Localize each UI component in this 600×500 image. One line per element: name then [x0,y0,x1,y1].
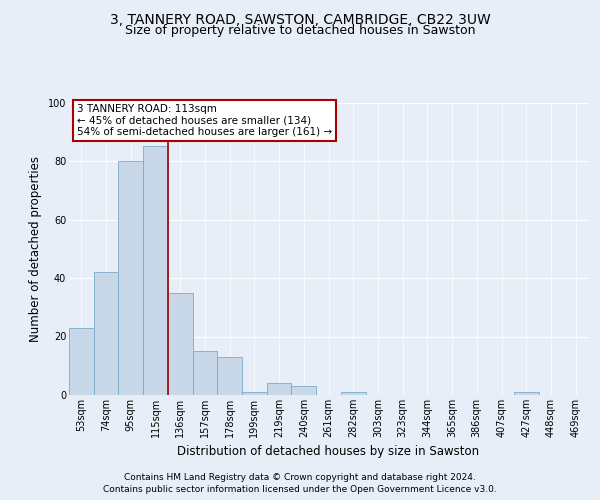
Text: Contains HM Land Registry data © Crown copyright and database right 2024.: Contains HM Land Registry data © Crown c… [124,472,476,482]
Text: 3 TANNERY ROAD: 113sqm
← 45% of detached houses are smaller (134)
54% of semi-de: 3 TANNERY ROAD: 113sqm ← 45% of detached… [77,104,332,137]
Bar [94,272,118,395]
Bar [242,392,267,395]
Bar [267,384,292,395]
Bar [514,392,539,395]
Bar [69,328,94,395]
Y-axis label: Number of detached properties: Number of detached properties [29,156,42,342]
X-axis label: Distribution of detached houses by size in Sawston: Distribution of detached houses by size … [178,446,479,458]
Bar [168,292,193,395]
Bar [292,386,316,395]
Bar [118,161,143,395]
Text: Size of property relative to detached houses in Sawston: Size of property relative to detached ho… [125,24,475,37]
Text: 3, TANNERY ROAD, SAWSTON, CAMBRIDGE, CB22 3UW: 3, TANNERY ROAD, SAWSTON, CAMBRIDGE, CB2… [110,12,490,26]
Bar [143,146,168,395]
Text: Contains public sector information licensed under the Open Government Licence v3: Contains public sector information licen… [103,485,497,494]
Bar [217,357,242,395]
Bar [341,392,365,395]
Bar [193,351,217,395]
